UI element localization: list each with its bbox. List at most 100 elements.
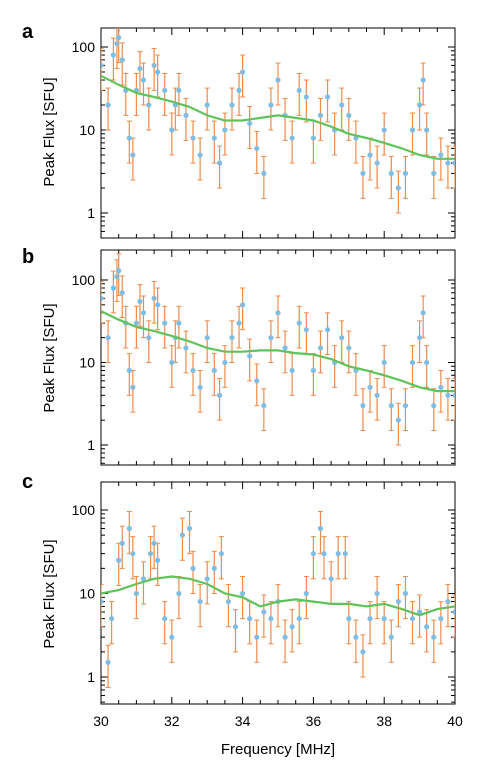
panel-b-data-point — [211, 367, 217, 374]
panel-b-data-point — [282, 345, 288, 351]
panel-c-data-point — [321, 551, 327, 557]
panel-a-data-point — [211, 135, 217, 141]
panel-c-data-point — [162, 616, 168, 622]
panel-c-data-point — [342, 551, 348, 557]
panel-c-data-point — [133, 590, 139, 597]
panel-c-data-point — [431, 634, 437, 640]
panel-a-y-tick-label: 100 — [72, 39, 96, 55]
panel-a-data-point — [240, 69, 246, 75]
panel-c-data-point — [417, 609, 423, 615]
panel-b-data-layer — [101, 253, 455, 446]
panel-c-data-point — [388, 634, 394, 640]
panel-b-data-point — [261, 403, 267, 409]
panel-a-ylabel: Peak Flux [SFU] — [41, 77, 58, 186]
panel-a-data-point — [236, 87, 242, 93]
panel-a-data-point — [296, 87, 302, 93]
panel-a-data-point — [317, 112, 324, 118]
panel-c-data-point — [126, 525, 132, 532]
panel-b-data-point — [438, 384, 444, 390]
panel-a-data-point — [183, 112, 189, 118]
panel-c-data-point — [335, 551, 341, 557]
panel-c-trend-line — [101, 575, 455, 617]
panel-c-data-point — [247, 616, 253, 622]
panel-c-data-point — [289, 624, 295, 630]
panel-a-data-point — [339, 102, 345, 108]
panel-b-data-point — [155, 302, 161, 308]
panel-a-data-point — [176, 87, 182, 93]
panel-b-data-point — [183, 345, 189, 351]
panel-b-data-point — [381, 359, 387, 366]
panel-b-data-point — [360, 403, 366, 409]
panel-b-data-point — [240, 302, 246, 308]
panel-a-data-point — [247, 120, 253, 127]
panel-a-data-point — [105, 102, 111, 108]
panel-b-data-point — [116, 267, 122, 274]
panel-a-data-point — [155, 69, 161, 75]
panel-c-data-point — [105, 659, 111, 665]
panel-c: c Peak Flux [SFU] 1 10 100 30 32 34 36 38 40 Fre… — [22, 471, 463, 758]
panel-a-data-point — [374, 160, 380, 166]
panel-c-ylabel: Peak Flux [SFU] — [41, 539, 58, 648]
panel-a-data-point — [409, 127, 416, 133]
panel-a-data-point — [402, 170, 409, 176]
panel-b-data-point — [105, 335, 111, 341]
panel-c-data-point — [116, 557, 122, 563]
panel-b-data-point — [296, 320, 302, 326]
panel-c-data-point — [409, 616, 416, 622]
panel-b-data-point — [367, 384, 373, 390]
panel-b-data-point — [133, 320, 139, 326]
panel-c-data-point — [218, 551, 224, 557]
panel-a-data-point — [101, 62, 104, 69]
panel-b-data-point — [114, 273, 120, 280]
panel-b-data-point — [445, 392, 451, 398]
panel-c-data-point — [101, 598, 104, 605]
panel-c-x-tick-label: 30 — [93, 713, 109, 729]
panel-a-y-tick-label: 10 — [79, 122, 95, 138]
panel-b-data-point — [268, 335, 274, 341]
panel-c-data-point — [445, 598, 451, 605]
panel-c-data-point — [147, 551, 154, 557]
panel-c-data-point — [346, 616, 352, 622]
panel-a-data-point — [275, 77, 281, 83]
panel-c-data-layer — [101, 510, 455, 688]
panel-a-data-point — [229, 102, 235, 108]
panel-b-y-tick-label: 1 — [87, 437, 95, 453]
panel-a-data-point — [268, 102, 274, 108]
panel-b-data-point — [409, 359, 416, 366]
panel-c-data-point — [360, 649, 366, 655]
panel-b-data-point — [254, 378, 260, 384]
panel-a-data-point — [310, 135, 316, 141]
panel-a-data-point — [116, 34, 122, 41]
x-axis-label: Frequency [MHz] — [221, 741, 335, 758]
panel-a-data-point — [324, 94, 331, 100]
panel-b-data-point — [346, 345, 352, 351]
panel-b-data-point — [169, 359, 175, 366]
panel-a-data-point — [222, 127, 228, 133]
panel-c-data-point — [424, 624, 430, 630]
panel-a-data-point — [303, 94, 309, 100]
panel-c-data-point — [176, 590, 182, 597]
panel-c-y-tick-label: 1 — [87, 669, 95, 685]
panel-a-data-point — [254, 145, 260, 152]
panel-a-letter: a — [22, 21, 34, 43]
panel-b-data-point — [151, 295, 157, 301]
panel-c-data-point — [303, 590, 309, 597]
panel-c-data-point — [169, 634, 175, 640]
panel-a-plot-area: 1 10 100 — [72, 28, 456, 239]
panel-c-data-point — [268, 616, 274, 622]
panel-b-data-point — [216, 392, 223, 398]
panel-a-data-point — [216, 160, 223, 166]
panel-a-data-point — [151, 62, 157, 69]
panel-b-trend-line — [101, 310, 455, 393]
panel-c-x-tick-label: 36 — [306, 713, 322, 729]
panel-a-data-point — [289, 135, 295, 141]
panel-a-data-point — [110, 52, 116, 58]
panel-b-data-point — [424, 359, 430, 366]
panel-b-data-point — [222, 359, 228, 366]
panel-a-data-point — [445, 160, 451, 166]
panel-a-data-point — [162, 87, 168, 93]
panel-a-data-point — [381, 127, 387, 133]
panel-b-data-point — [101, 295, 104, 301]
panel-c-data-point — [140, 576, 147, 582]
panel-c-data-point — [240, 590, 246, 597]
